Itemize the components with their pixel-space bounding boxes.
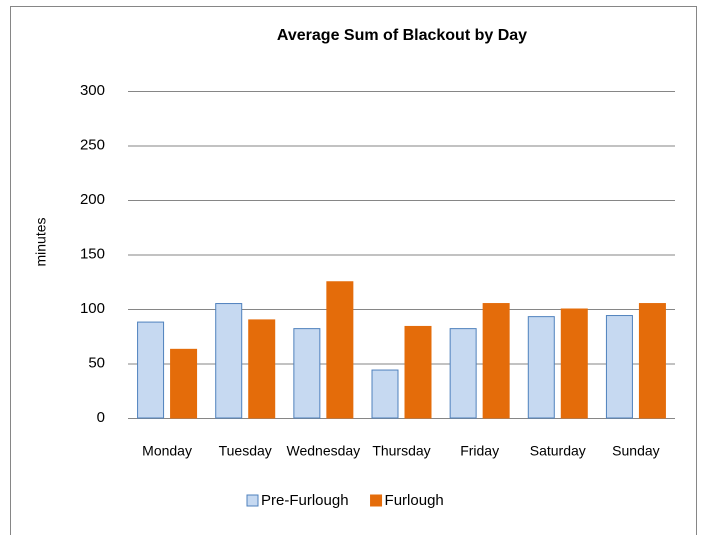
y-tick-label: 300 [80, 82, 105, 99]
bar [137, 321, 165, 419]
bar [170, 348, 198, 419]
chart-title: Average Sum of Blackout by Day [277, 27, 527, 44]
y-tick-label: 50 [88, 354, 105, 371]
bar [404, 325, 432, 419]
legend-swatch [246, 494, 259, 507]
bar [371, 369, 399, 419]
y-tick-label: 150 [80, 245, 105, 262]
x-tick-label: Monday [142, 443, 192, 459]
bar [560, 308, 588, 419]
legend-label: Pre-Furlough [261, 492, 349, 509]
bar [449, 328, 477, 419]
x-tick-label: Wednesday [287, 443, 361, 459]
x-tick-label: Friday [460, 443, 499, 459]
y-tick-label: 200 [80, 191, 105, 208]
bar [326, 281, 354, 419]
y-tick-label: 250 [80, 136, 105, 153]
x-tick-label: Tuesday [219, 443, 272, 459]
y-tick-label: 100 [80, 300, 105, 317]
y-tick-label: 0 [97, 409, 105, 426]
bar [215, 303, 243, 419]
x-tick-label: Sunday [612, 443, 659, 459]
chart-frame [10, 6, 697, 540]
bar [482, 303, 510, 419]
bar [248, 319, 276, 419]
bar [638, 303, 666, 419]
y-axis-label: minutes [33, 217, 49, 266]
bar [293, 328, 321, 419]
bar [605, 315, 633, 419]
legend-swatch [370, 494, 383, 507]
x-tick-label: Saturday [530, 443, 586, 459]
x-tick-label: Thursday [372, 443, 430, 459]
legend-label: Furlough [385, 492, 444, 509]
bar [527, 316, 555, 419]
